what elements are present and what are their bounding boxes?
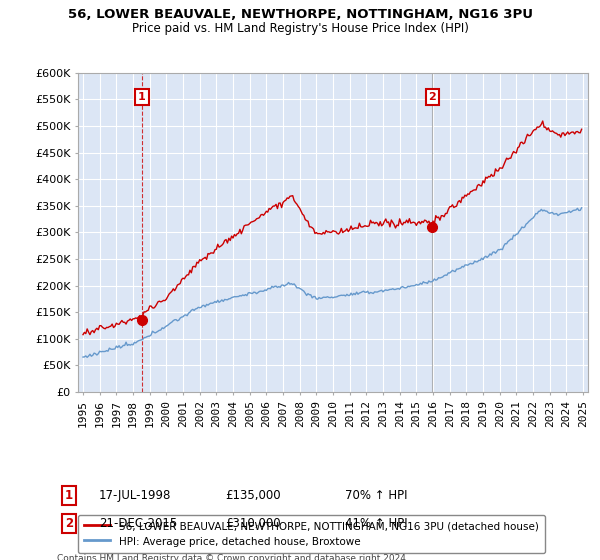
Text: Contains HM Land Registry data © Crown copyright and database right 2024.
This d: Contains HM Land Registry data © Crown c…	[57, 554, 409, 560]
Text: 21-DEC-2015: 21-DEC-2015	[99, 517, 177, 530]
Text: 17-JUL-1998: 17-JUL-1998	[99, 489, 172, 502]
Text: 41% ↑ HPI: 41% ↑ HPI	[345, 517, 407, 530]
Text: 1: 1	[65, 489, 73, 502]
Text: 1: 1	[138, 92, 146, 102]
Text: 56, LOWER BEAUVALE, NEWTHORPE, NOTTINGHAM, NG16 3PU: 56, LOWER BEAUVALE, NEWTHORPE, NOTTINGHA…	[67, 8, 533, 21]
Text: £310,000: £310,000	[225, 517, 281, 530]
Text: 2: 2	[428, 92, 436, 102]
Text: Price paid vs. HM Land Registry's House Price Index (HPI): Price paid vs. HM Land Registry's House …	[131, 22, 469, 35]
Legend: 56, LOWER BEAUVALE, NEWTHORPE, NOTTINGHAM, NG16 3PU (detached house), HPI: Avera: 56, LOWER BEAUVALE, NEWTHORPE, NOTTINGHA…	[78, 515, 545, 553]
Text: 2: 2	[65, 517, 73, 530]
Text: £135,000: £135,000	[225, 489, 281, 502]
Text: 70% ↑ HPI: 70% ↑ HPI	[345, 489, 407, 502]
